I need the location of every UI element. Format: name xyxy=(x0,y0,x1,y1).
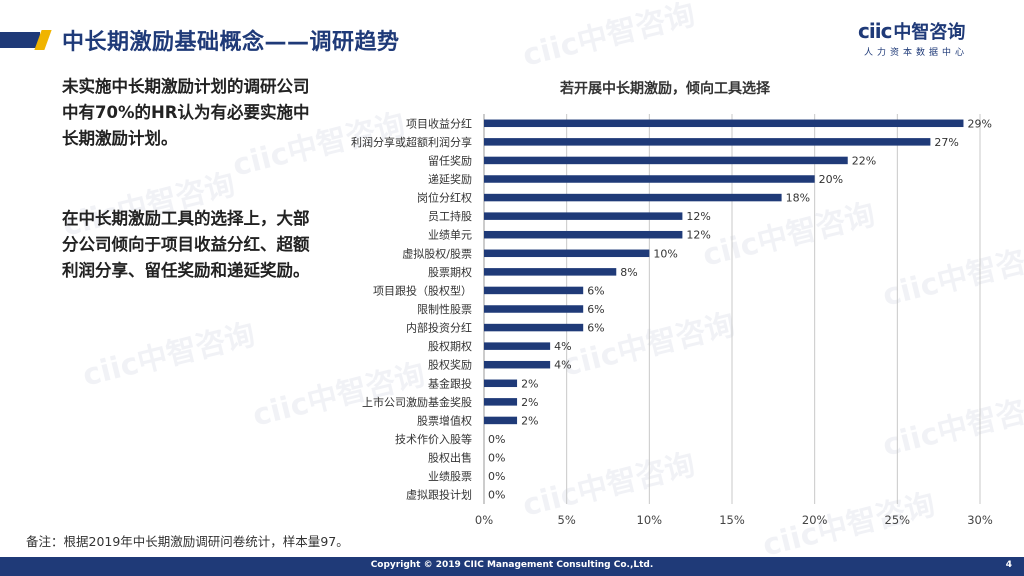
category-label: 项目收益分红 xyxy=(406,116,472,130)
logo-mark: ciic xyxy=(858,19,892,43)
category-label: 业绩股票 xyxy=(428,470,472,483)
x-tick-label: 15% xyxy=(719,513,745,527)
bar xyxy=(484,398,518,406)
x-tick-label: 0% xyxy=(475,513,493,527)
value-label: 10% xyxy=(653,247,677,260)
logo-subtitle: 人力资本数据中心 xyxy=(864,48,969,58)
category-label: 项目跟投（股权型） xyxy=(373,283,472,297)
value-label: 12% xyxy=(686,229,710,242)
bar xyxy=(484,249,650,258)
bar xyxy=(484,305,584,313)
x-tick-label: 10% xyxy=(637,513,663,527)
company-logo: ciic 中智咨询 人力资本数据中心 xyxy=(858,18,988,62)
bar xyxy=(484,156,848,165)
bar xyxy=(484,323,584,332)
bar xyxy=(484,230,683,239)
x-tick-label: 5% xyxy=(558,513,576,527)
bar xyxy=(484,119,964,128)
category-label: 虚拟股权/股票 xyxy=(402,246,472,260)
value-label: 8% xyxy=(620,266,637,279)
summary-paragraph-2: 在中长期激励工具的选择上，大部分公司倾向于项目收益分红、超额利润分享、留任奖励和… xyxy=(62,209,310,280)
bar xyxy=(484,212,683,220)
logo-name: 中智咨询 xyxy=(893,22,966,43)
category-label: 限制性股票 xyxy=(417,302,472,316)
category-label: 股票期权 xyxy=(428,266,472,279)
x-tick-label: 30% xyxy=(967,513,993,527)
value-label: 22% xyxy=(852,154,876,167)
page-number: 4 xyxy=(1005,560,1012,570)
category-label: 岗位分红权 xyxy=(417,191,472,205)
page-title: 中长期激励基础概念——调研趋势 xyxy=(62,30,400,55)
value-label: 6% xyxy=(587,322,604,335)
bar xyxy=(484,138,931,146)
value-label: 0% xyxy=(488,489,505,502)
category-label: 股权奖励 xyxy=(428,358,472,372)
category-label: 业绩单元 xyxy=(428,229,472,242)
bar xyxy=(484,286,584,295)
category-label: 股权出售 xyxy=(428,451,472,465)
x-tick-label: 20% xyxy=(802,513,828,527)
footer-bar: Copyright © 2019 CIIC Management Consult… xyxy=(0,557,1024,576)
value-label: 2% xyxy=(521,396,538,409)
value-label: 27% xyxy=(934,136,958,149)
bar xyxy=(484,416,518,425)
category-label: 股权期权 xyxy=(428,340,472,353)
category-label: 技术作价入股等 xyxy=(395,432,472,446)
value-label: 4% xyxy=(554,340,571,353)
x-tick-label: 25% xyxy=(885,513,911,527)
bar xyxy=(484,193,782,202)
footnote: 备注：根据2019年中长期激励调研问卷统计，样本量97。 xyxy=(26,534,349,549)
chart-title: 若开展中长期激励，倾向工具选择 xyxy=(559,80,771,97)
category-label: 内部投资分红 xyxy=(406,321,472,335)
category-label: 留任奖励 xyxy=(428,153,472,167)
value-label: 2% xyxy=(521,414,538,427)
category-label: 虚拟跟投计划 xyxy=(406,488,472,502)
category-label: 利润分享或超额利润分享 xyxy=(351,135,472,149)
title-accent-bar xyxy=(0,32,40,48)
bar xyxy=(484,268,617,276)
copyright-text: Copyright © 2019 CIIC Management Consult… xyxy=(370,560,654,570)
category-label: 上市公司激励基金奖股 xyxy=(362,395,472,409)
category-label: 员工持股 xyxy=(428,209,472,223)
value-label: 20% xyxy=(819,173,843,186)
value-label: 18% xyxy=(786,192,810,205)
value-label: 0% xyxy=(488,452,505,465)
bar xyxy=(484,360,551,369)
bar xyxy=(484,342,551,350)
value-label: 6% xyxy=(587,303,604,316)
value-label: 0% xyxy=(488,470,505,483)
category-label: 基金跟投 xyxy=(428,376,472,390)
category-label: 股票增值权 xyxy=(417,413,472,427)
value-label: 4% xyxy=(554,359,571,372)
bar xyxy=(484,175,815,183)
value-label: 12% xyxy=(686,210,710,223)
value-label: 29% xyxy=(967,117,991,130)
value-label: 6% xyxy=(587,284,604,297)
summary-paragraph-1: 未实施中长期激励计划的调研公司中有70%的HR认为有必要实施中长期激励计划。 xyxy=(62,77,310,148)
value-label: 2% xyxy=(521,377,538,390)
category-label: 递延奖励 xyxy=(428,172,472,186)
value-label: 0% xyxy=(488,433,505,446)
bar xyxy=(484,379,518,388)
